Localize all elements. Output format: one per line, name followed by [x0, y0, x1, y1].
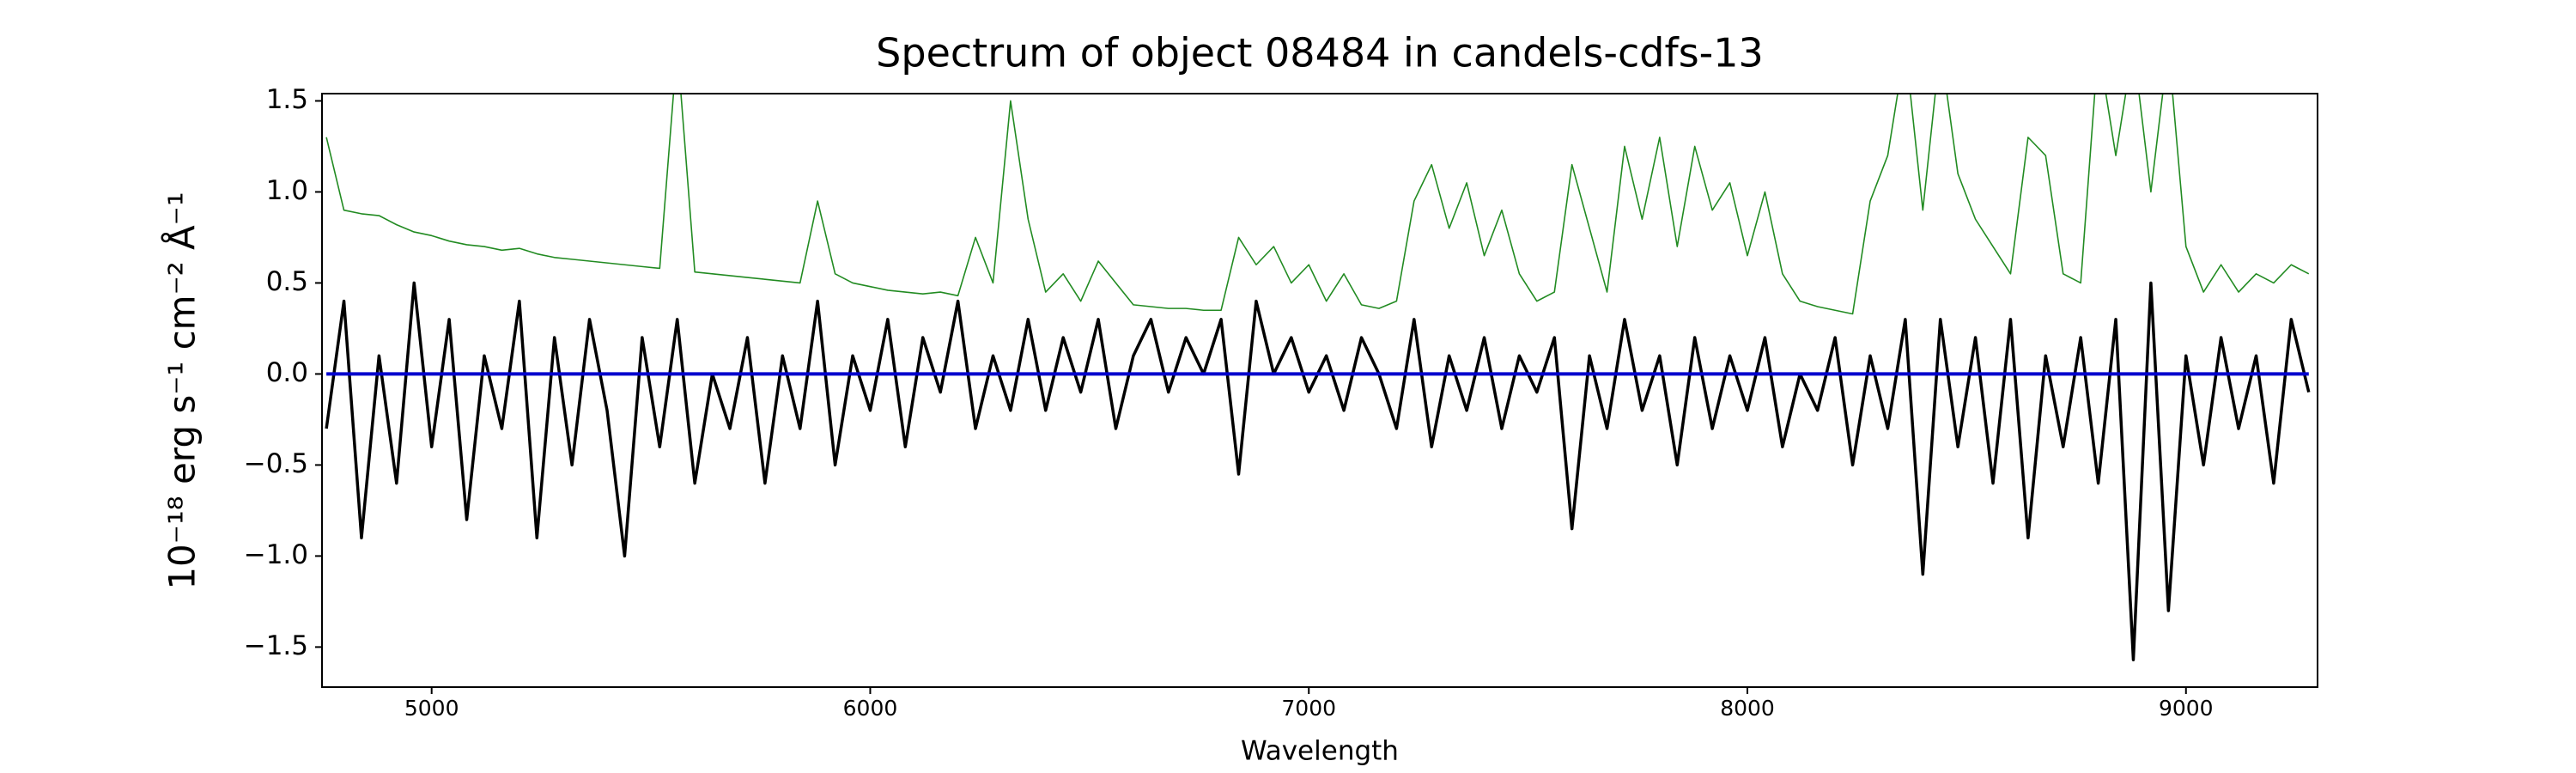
y-axis-label: 10⁻¹⁸ erg s⁻¹ cm⁻² Å⁻¹ [161, 192, 204, 589]
y-tick-label: 1.5 [266, 84, 308, 115]
x-tick-label: 8000 [1720, 696, 1775, 721]
y-tick-label: −0.5 [244, 448, 308, 479]
chart-title: Spectrum of object 08484 in candels-cdfs… [876, 30, 1764, 76]
x-tick-label: 9000 [2159, 696, 2214, 721]
x-tick-label: 7000 [1281, 696, 1336, 721]
spectrum-line [325, 281, 2311, 661]
spectrum-line [325, 94, 2310, 315]
y-tick-label: 0.0 [266, 357, 308, 388]
axes-frame [321, 93, 2318, 688]
x-tick-label: 5000 [404, 696, 459, 721]
y-tick-label: −1.5 [244, 630, 308, 661]
y-tick-label: −1.0 [244, 539, 308, 570]
x-axis-label: Wavelength [1241, 736, 1399, 767]
plot-area [325, 94, 2311, 661]
y-tick-label: 0.5 [266, 266, 308, 297]
y-tick-label: 1.0 [266, 175, 308, 206]
x-tick-label: 6000 [843, 696, 898, 721]
